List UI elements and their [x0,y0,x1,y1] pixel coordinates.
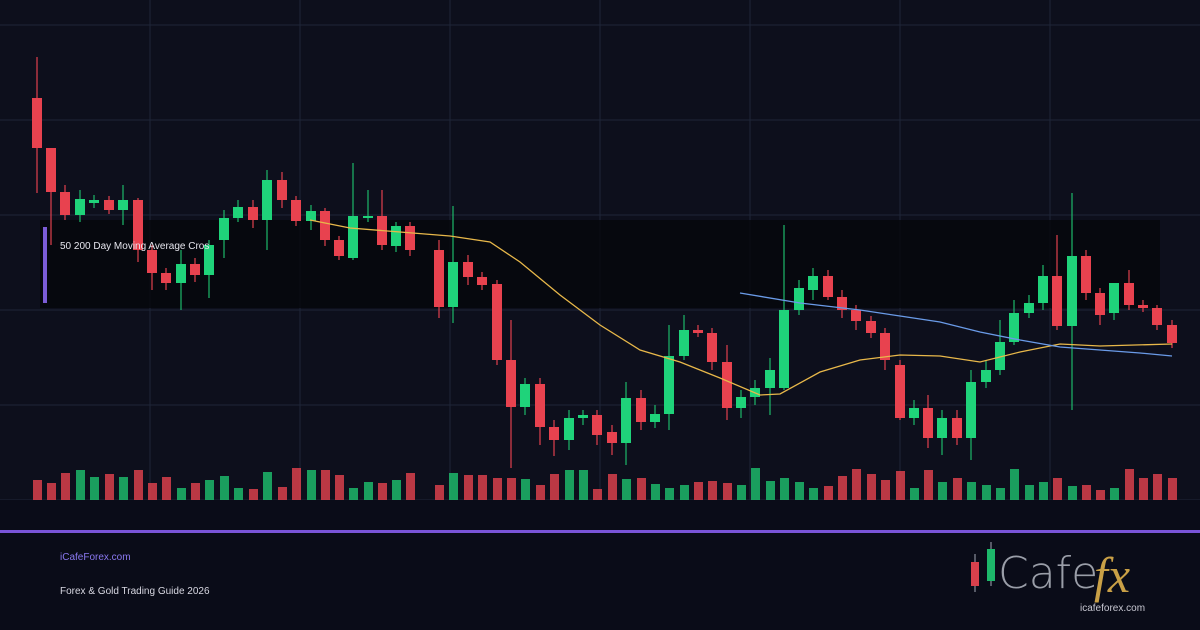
volume-bars [33,468,1177,500]
logo-url[interactable]: icafeforex.com [1080,603,1145,614]
footer-title: Forex & Gold Trading Guide 2026 [60,586,210,597]
divider [0,530,1200,533]
moving-average-slow [739,292,1173,357]
logo-candle-green [987,549,995,581]
moving-average-fast [309,219,1173,396]
overlay-accent [43,227,47,303]
footer-background [0,500,1200,630]
logo-accent: fx [1094,547,1130,603]
overlay-label: 50 200 Day Moving Average Cros [60,241,209,252]
logo: Cafe fx icafeforex.com [971,542,1145,614]
footer-site[interactable]: iCafeForex.com [60,552,131,563]
logo-word: Cafe [998,548,1098,599]
logo-candle-red [971,562,979,586]
